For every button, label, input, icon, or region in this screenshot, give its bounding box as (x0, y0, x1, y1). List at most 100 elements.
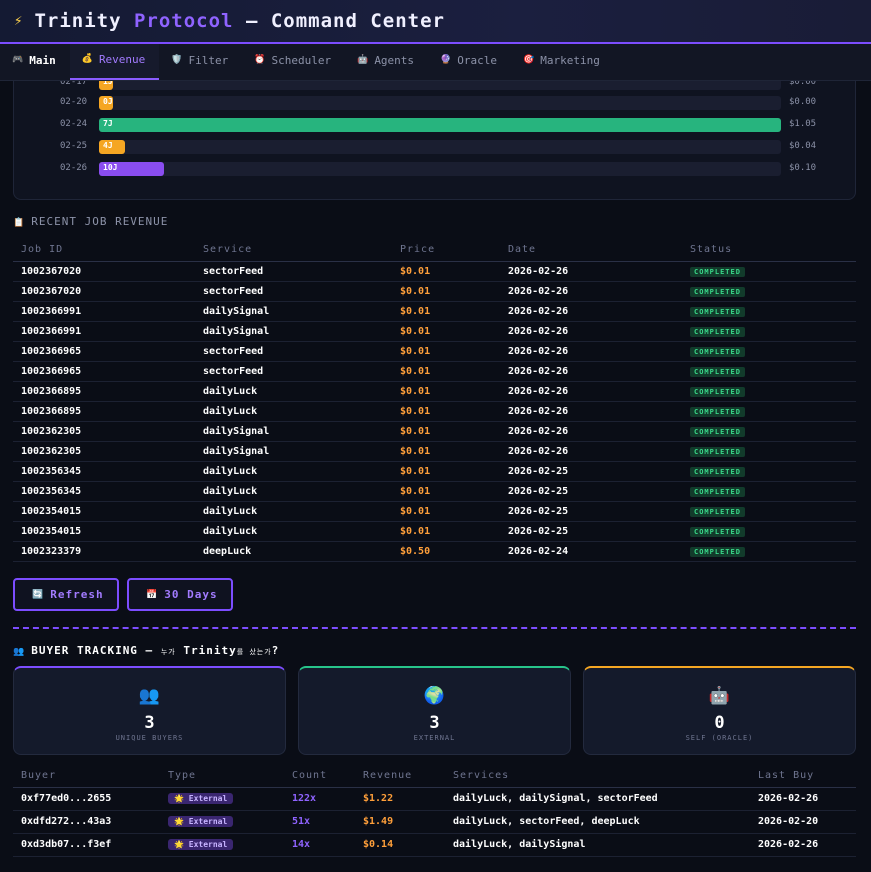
bar-jobs: 10J (103, 163, 118, 172)
date-cell: 2026-02-24 (500, 541, 682, 562)
date-cell: 2026-02-26 (500, 341, 682, 362)
service-cell: dailyLuck (195, 381, 392, 402)
title-trinity: Trinity (34, 10, 122, 32)
bar-date: 02-20 (60, 97, 88, 107)
table-row: 1002366895 dailyLuck $0.01 2026-02-26 COMPLE… (13, 381, 856, 402)
thirty-days-button[interactable]: 📅 30 Days (127, 578, 233, 611)
table-row: 1002366895 dailyLuck $0.01 2026-02-26 COMPLE… (13, 401, 856, 422)
bar-row: 02-24 7J $1.05 (14, 118, 857, 132)
buyer-title-ko-a: 누가 (160, 648, 176, 656)
status-cell: COMPLETED (682, 281, 856, 302)
price-cell: $0.50 (392, 541, 500, 562)
buyer-cell: 0xd3db07...f3ef (13, 833, 160, 857)
bar-fill: 7J (99, 118, 781, 132)
price-cell: $0.01 (392, 361, 500, 382)
bar-row: 02-20 0J $0.00 (14, 96, 857, 110)
price-cell: $0.01 (392, 261, 500, 282)
self-oracle-card: 🤖 0 SELF (ORACLE) (583, 666, 856, 755)
status-badge: COMPLETED (690, 506, 745, 517)
col-status: Status (682, 239, 856, 262)
type-cell: 🌟 External (160, 810, 284, 834)
tab-oracle[interactable]: 🔮 Oracle (428, 44, 511, 80)
col-price: Price (392, 239, 500, 262)
job-id-cell: 1002356345 (13, 461, 195, 482)
tab-marketing[interactable]: 🎯 Marketing (511, 44, 614, 80)
status-badge: COMPLETED (690, 486, 745, 497)
status-badge: COMPLETED (690, 526, 745, 537)
last-buy-cell: 2026-02-26 (750, 833, 856, 857)
bar-date: 02-25 (60, 141, 88, 151)
service-cell: dailyLuck (195, 521, 392, 542)
type-badge: 🌟 External (168, 793, 234, 804)
buyers-body: 0xf77ed0...2655 🌟 External 122x $1.22 dailyL… (13, 787, 856, 857)
bar-jobs: 4J (103, 141, 113, 150)
job-id-cell: 1002362305 (13, 421, 195, 442)
bar-fill: 10J (99, 162, 164, 176)
buyers-table: Buyer Type Count Revenue Services Last B… (13, 765, 856, 857)
date-cell: 2026-02-25 (500, 521, 682, 542)
target-icon: 🎯 (523, 55, 535, 65)
unique-buyers-card: 👥 3 UNIQUE BUYERS (13, 666, 286, 755)
tab-filter[interactable]: 🛡️ Filter (159, 44, 242, 80)
tab-revenue[interactable]: 💰 Revenue (69, 44, 160, 80)
col-service: Service (195, 239, 392, 262)
job-id-cell: 1002362305 (13, 441, 195, 462)
revenue-cell: $0.14 (355, 833, 445, 857)
service-cell: dailyLuck (195, 481, 392, 502)
buyer-title-ko-b: 를 샀는가 (236, 648, 272, 656)
people-icon: 👥 (138, 686, 161, 706)
status-badge: COMPLETED (690, 386, 745, 397)
count-cell: 122x (284, 787, 355, 811)
table-row: 0xf77ed0...2655 🌟 External 122x $1.22 dailyL… (13, 787, 856, 811)
daily-revenue-panel: 02-17 1J $0.00 02-20 0J $0.00 02-24 7J $… (13, 60, 856, 200)
table-row: 1002356345 dailyLuck $0.01 2026-02-25 COMPLE… (13, 481, 856, 502)
job-id-cell: 1002354015 (13, 501, 195, 522)
col-last-buy: Last Buy (750, 765, 856, 788)
bar-row: 02-26 10J $0.10 (14, 162, 857, 176)
job-id-cell: 1002367020 (13, 261, 195, 282)
table-header-row: Job ID Service Price Date Status (13, 239, 856, 262)
date-cell: 2026-02-26 (500, 421, 682, 442)
refresh-button[interactable]: 🔄 Refresh (13, 578, 119, 611)
table-row: 0xdfd272...43a3 🌟 External 51x $1.49 dailyLu… (13, 810, 856, 834)
service-cell: sectorFeed (195, 361, 392, 382)
status-cell: COMPLETED (682, 421, 856, 442)
services-cell: dailyLuck, sectorFeed, deepLuck (445, 810, 750, 834)
status-cell: COMPLETED (682, 381, 856, 402)
refresh-label: Refresh (50, 588, 104, 601)
clipboard-icon: 📋 (13, 218, 26, 228)
bar-date: 02-26 (60, 163, 88, 173)
robot-icon: 🤖 (357, 55, 369, 65)
col-job-id: Job ID (13, 239, 195, 262)
status-cell: COMPLETED (682, 301, 856, 322)
status-cell: COMPLETED (682, 461, 856, 482)
buyer-tracking-heading: 👥 BUYER TRACKING — 누가 Trinity를 샀는가? (13, 644, 279, 657)
bar-fill: 0J (99, 96, 113, 110)
col-type: Type (160, 765, 284, 788)
status-badge: COMPLETED (690, 346, 745, 357)
tab-agents[interactable]: 🤖 Agents (345, 44, 428, 80)
card-value: 0 (714, 713, 725, 733)
type-badge: 🌟 External (168, 839, 234, 850)
tab-label: Scheduler (271, 53, 332, 67)
recent-jobs-heading: 📋 RECENT JOB REVENUE (13, 215, 168, 228)
alarm-clock-icon: ⏰ (254, 55, 266, 65)
title-protocol: Protocol (133, 10, 234, 32)
title-command-center: — Command Center (245, 10, 445, 32)
revenue-cell: $1.22 (355, 787, 445, 811)
tab-label: Main (29, 53, 56, 67)
tab-main[interactable]: 🎮 Main (0, 44, 70, 80)
card-value: 3 (429, 713, 440, 733)
service-cell: sectorFeed (195, 341, 392, 362)
card-label: EXTERNAL (413, 734, 456, 742)
buyer-title: BUYER TRACKING — (31, 644, 154, 657)
date-cell: 2026-02-26 (500, 261, 682, 282)
col-buyer: Buyer (13, 765, 160, 788)
buyer-cell: 0xdfd272...43a3 (13, 810, 160, 834)
service-cell: dailyLuck (195, 401, 392, 422)
date-cell: 2026-02-26 (500, 361, 682, 382)
status-badge: COMPLETED (690, 426, 745, 437)
gamepad-icon: 🎮 (12, 55, 24, 65)
tab-scheduler[interactable]: ⏰ Scheduler (242, 44, 345, 80)
table-row: 1002366991 dailySignal $0.01 2026-02-26 COMP… (13, 321, 856, 342)
